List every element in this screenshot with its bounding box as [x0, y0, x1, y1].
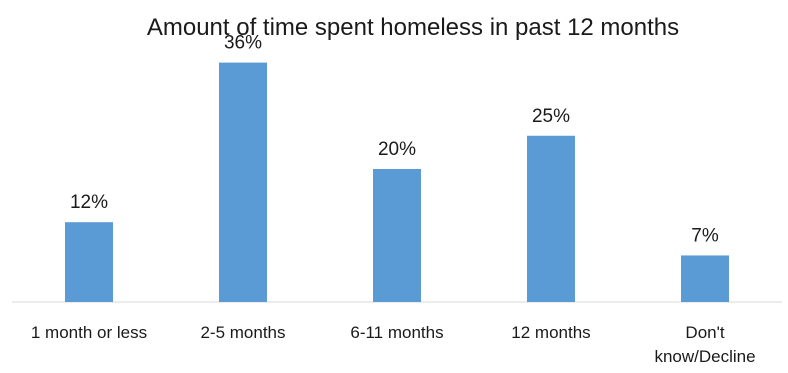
data-label-3: 25% — [532, 106, 570, 127]
data-label-0: 12% — [70, 192, 108, 213]
category-label-3: 12 months — [511, 323, 590, 342]
data-label-2: 20% — [378, 139, 416, 160]
category-label-2: 6-11 months — [350, 323, 443, 342]
category-label-0: 1 month or less — [31, 323, 147, 342]
bar-1 — [219, 63, 267, 302]
category-label-1: 2-5 months — [200, 323, 285, 342]
bar-2 — [373, 169, 421, 302]
category-label-4: Don't know/Decline — [654, 323, 755, 366]
data-label-1: 36% — [224, 33, 262, 54]
bar-3 — [527, 136, 575, 302]
bar-4 — [681, 255, 729, 302]
bar-0 — [65, 222, 113, 302]
data-label-4: 7% — [691, 225, 719, 246]
